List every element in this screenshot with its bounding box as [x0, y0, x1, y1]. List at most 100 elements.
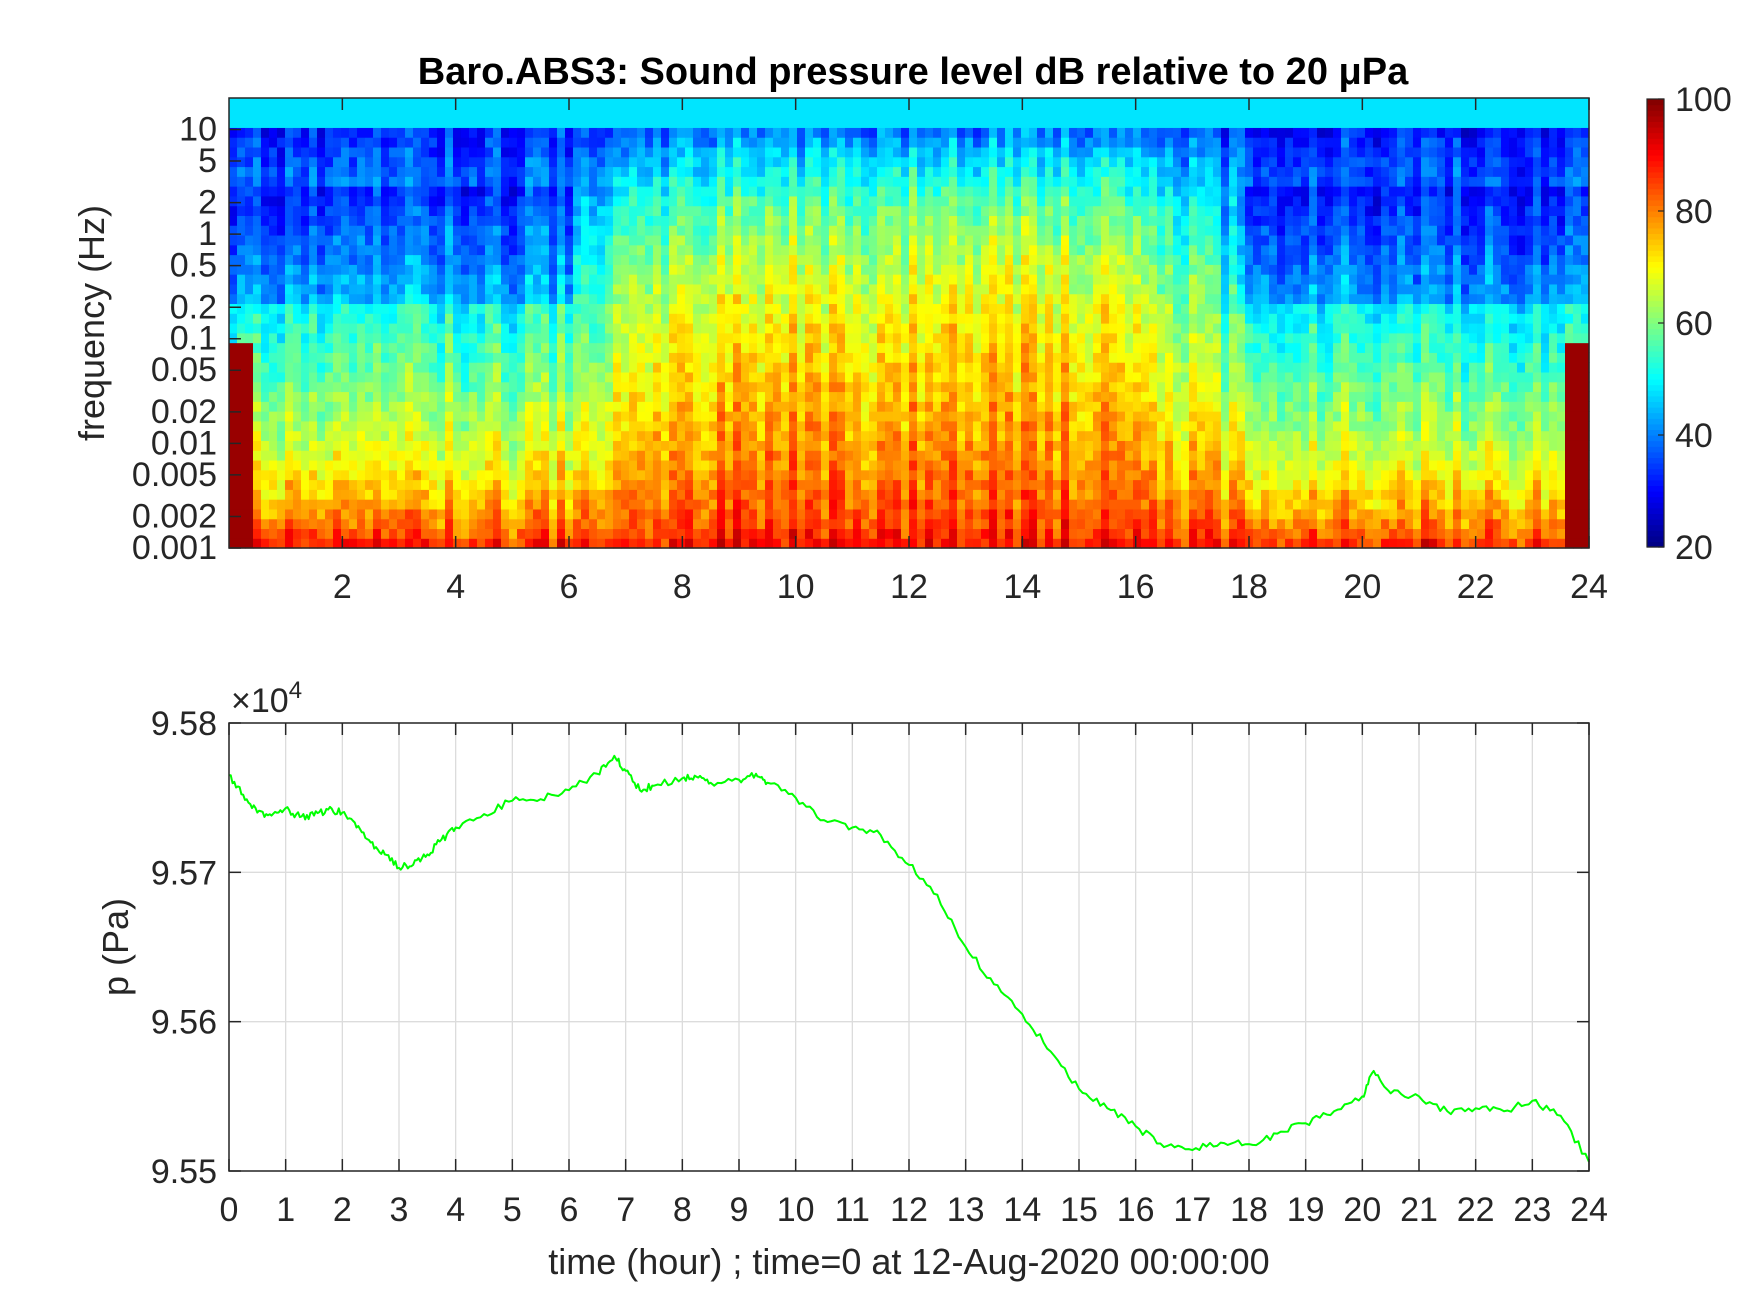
spectrogram-cell — [557, 146, 566, 158]
spectrogram-cell — [293, 264, 302, 275]
spectrogram-cell — [1029, 117, 1038, 128]
spectrogram-cell — [853, 225, 862, 236]
spectrogram-cell — [981, 205, 990, 216]
spectrogram-cell — [965, 98, 974, 109]
spectrogram-cell — [597, 107, 606, 119]
spectrogram-cell — [1045, 332, 1054, 344]
spectrogram-cell — [701, 264, 710, 275]
spectrogram-cell — [1045, 215, 1054, 226]
spectrogram-cell — [1093, 391, 1102, 402]
spectrogram-cell — [845, 538, 854, 549]
spectrogram-cell — [733, 362, 742, 373]
spectrogram-cell — [501, 391, 510, 402]
spectrogram-cell — [1037, 499, 1046, 510]
spectrogram-cell — [637, 430, 646, 441]
spectrogram-cell — [677, 342, 686, 353]
spectrogram-cell — [1085, 362, 1094, 373]
spectrogram-cell — [669, 411, 678, 422]
spectrogram-cell — [357, 342, 366, 353]
spectrogram-cell — [917, 362, 926, 373]
spectrogram-cell — [805, 401, 814, 412]
spectrogram-cell — [357, 371, 366, 383]
spectrogram-cell — [789, 469, 798, 481]
spectrogram-cell — [333, 362, 342, 373]
spectrogram-cell — [773, 195, 782, 207]
spectrogram-cell — [765, 430, 774, 441]
spectrogram-cell — [909, 401, 918, 412]
spectrogram-cell — [1061, 283, 1070, 295]
spectrogram-cell — [1005, 352, 1014, 363]
spectrogram-cell — [829, 244, 838, 256]
spectrogram-cell — [501, 381, 510, 393]
spectrogram-cell — [325, 146, 334, 158]
spectrogram-cell — [597, 293, 606, 305]
spectrogram-cell — [621, 352, 630, 363]
spectrogram-cell — [357, 499, 366, 510]
spectrogram-cell — [573, 274, 582, 285]
spectrogram-cell — [405, 254, 414, 265]
spectrogram-cell — [725, 166, 734, 177]
spectrogram-cell — [637, 234, 646, 246]
spectrogram-cell — [317, 244, 326, 256]
spectrogram-cell — [661, 293, 670, 305]
spectrogram-cell — [1077, 234, 1086, 246]
spectrogram-cell — [709, 244, 718, 256]
spectrogram-cell — [717, 186, 726, 197]
spectrogram-cell — [725, 293, 734, 305]
spectrogram-cell — [1013, 332, 1022, 344]
spectrogram-cell — [229, 176, 238, 187]
spectrogram-cell — [1045, 156, 1054, 168]
spectrogram-cell — [437, 499, 446, 510]
spectrogram-cell — [989, 166, 998, 177]
spectrogram-cell — [413, 195, 422, 207]
spectrogram-cell — [1069, 107, 1078, 119]
spectrogram-cell — [669, 508, 678, 520]
spectrogram-cell — [813, 283, 822, 295]
spectrogram-cell — [773, 156, 782, 168]
spectrogram-cell — [1021, 381, 1030, 393]
spectrogram-cell — [933, 303, 942, 314]
spectrogram-cell — [621, 489, 630, 500]
spectrogram-cell — [853, 420, 862, 432]
spectrogram-cell — [1069, 342, 1078, 353]
spectrogram-cell — [637, 244, 646, 256]
spectrogram-cell — [669, 234, 678, 246]
spectrogram-cell — [709, 264, 718, 275]
spectrogram-cell — [621, 215, 630, 226]
spectrogram-cell — [749, 274, 758, 285]
spectrogram-cell — [789, 234, 798, 246]
spectrogram-cell — [405, 411, 414, 422]
spectrogram-cell — [845, 342, 854, 353]
spectrogram-cell — [821, 127, 830, 138]
spectrogram-cell — [557, 117, 566, 128]
spectrogram-cell — [229, 332, 238, 344]
spectrogram-cell — [269, 254, 278, 265]
spectrogram-cell — [493, 499, 502, 510]
spectrogram-cell — [669, 186, 678, 197]
spectrogram-cell — [469, 195, 478, 207]
spectrogram-cell — [669, 107, 678, 119]
spectrogram-cell — [261, 234, 270, 246]
spectrogram-cell — [333, 186, 342, 197]
spectrogram-cell — [469, 234, 478, 246]
spectrogram-cell — [757, 127, 766, 138]
spectrogram-cell — [821, 420, 830, 432]
spectrogram-cell — [277, 411, 286, 422]
spectrogram-cell — [789, 195, 798, 207]
spectrogram-cell — [365, 323, 374, 334]
spectrogram-cell — [1005, 499, 1014, 510]
spectrogram-cell — [301, 430, 310, 441]
spectrogram-cell — [869, 371, 878, 383]
spectrogram-cell — [997, 489, 1006, 500]
spectrogram-cell — [717, 362, 726, 373]
spectrogram-cell — [1077, 420, 1086, 432]
spectrogram-cell — [1021, 234, 1030, 246]
spectrogram-cell — [309, 508, 318, 520]
spectrogram-cell — [853, 489, 862, 500]
spectrogram-cell — [709, 156, 718, 168]
spectrogram-cell — [893, 518, 902, 530]
spectrogram-cell — [645, 264, 654, 275]
spectrogram-cell — [253, 479, 262, 490]
spectrogram-cell — [261, 411, 270, 422]
spectrogram-cell — [589, 225, 598, 236]
